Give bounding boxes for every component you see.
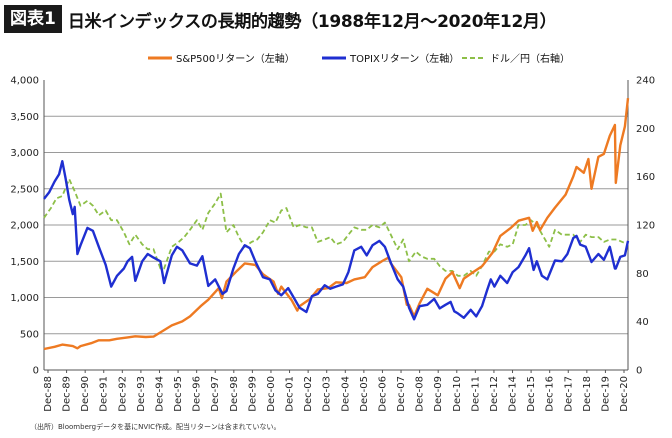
x-tick-label: Dec-08 [415, 376, 426, 412]
x-tick-label: Dec-99 [247, 376, 258, 412]
legend-label-2: ドル／円（右軸） [490, 52, 570, 65]
x-tick-label: Dec-91 [99, 376, 110, 412]
y-left-tick-label: 3,000 [10, 148, 39, 159]
y-left-tick-label: 2,500 [10, 184, 39, 195]
x-tick-label: Dec-15 [526, 376, 537, 412]
figure-title: 日米インデックスの長期的趨勢（1988年12月～2020年12月） [67, 11, 557, 32]
source-note: （出所）Bloombergデータを基にNVIC作成。配当リターンは含まれていない… [30, 423, 281, 431]
y-right-tick-label: 200 [636, 124, 655, 135]
y-right-tick-label: 80 [636, 269, 649, 280]
x-tick-label: Dec-14 [508, 376, 519, 412]
x-tick-label: Dec-10 [452, 376, 463, 412]
x-tick-label: Dec-93 [136, 376, 147, 412]
y-left-tick-label: 0 [33, 366, 39, 377]
y-right-tick-label: 240 [636, 76, 655, 87]
x-tick-label: Dec-98 [229, 376, 240, 412]
x-tick-label: Dec-03 [322, 376, 333, 412]
x-tick-label: Dec-18 [582, 376, 593, 412]
series-line-0 [43, 97, 630, 351]
x-tick-label: Dec-02 [303, 376, 314, 412]
y-left-tick-label: 1,500 [10, 257, 39, 268]
legend-label-0: S&P500リターン（左軸） [176, 52, 295, 65]
x-tick-label: Dec-09 [433, 376, 444, 412]
legend-label-1: TOPIXリターン（左軸） [349, 52, 459, 65]
x-tick-label: Dec-00 [266, 376, 277, 412]
y-right-tick-label: 40 [636, 317, 649, 328]
y-left-tick-label: 500 [20, 329, 39, 340]
x-tick-label: Dec-17 [563, 376, 574, 412]
x-tick-label: Dec-01 [285, 376, 296, 412]
x-tick-label: Dec-96 [192, 376, 203, 412]
x-tick-label: Dec-20 [619, 376, 630, 412]
x-tick-label: Dec-11 [470, 376, 481, 412]
y-left-tick-label: 1,000 [10, 293, 39, 304]
x-tick-label: Dec-92 [117, 376, 128, 412]
legend: S&P500リターン（左軸） TOPIXリターン（左軸） ドル／円（右軸） [148, 52, 570, 65]
x-tick-label: Dec-90 [80, 376, 91, 412]
x-tick-label: Dec-94 [154, 376, 165, 412]
x-tick-label: Dec-95 [173, 376, 184, 412]
x-tick-label: Dec-04 [340, 376, 351, 412]
y-left-tick-label: 2,000 [10, 221, 39, 232]
x-tick-label: Dec-88 [43, 376, 54, 412]
x-tick-label: Dec-16 [545, 376, 556, 412]
x-tick-label: Dec-06 [377, 376, 388, 412]
x-tick-label: Dec-07 [396, 376, 407, 412]
y-right-tick-label: 120 [636, 221, 655, 232]
y-left-tick-label: 4,000 [10, 76, 39, 87]
series-line-1 [43, 160, 630, 321]
x-tick-label: Dec-05 [359, 376, 370, 412]
y-right-tick-label: 160 [636, 172, 655, 183]
figure-badge: 図表1 [4, 5, 62, 33]
x-tick-label: Dec-12 [489, 376, 500, 412]
x-tick-label: Dec-89 [62, 376, 73, 412]
x-tick-label: Dec-97 [210, 376, 221, 412]
y-left-tick-label: 3,500 [10, 112, 39, 123]
x-tick-label: Dec-19 [600, 376, 611, 412]
figure-title-bar: 図表1 日米インデックスの長期的趨勢（1988年12月～2020年12月） [4, 4, 557, 34]
y-right-tick-label: 0 [636, 366, 642, 377]
